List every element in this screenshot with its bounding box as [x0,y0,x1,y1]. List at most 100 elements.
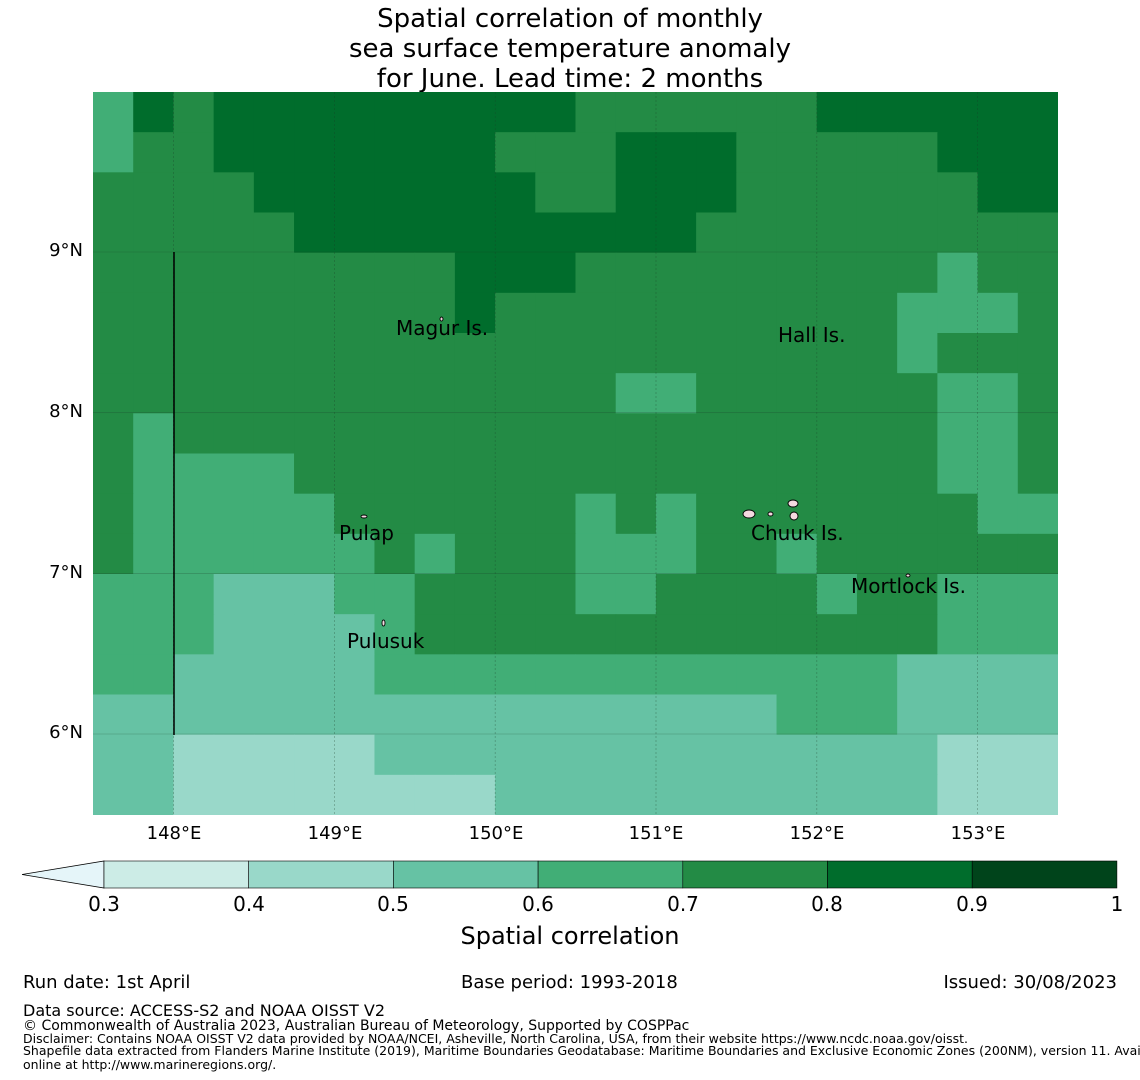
grid-cell [575,453,617,495]
grid-cell [253,92,295,133]
grid-cell [334,172,376,214]
grid-cell [133,132,175,173]
grid-cell [173,172,215,214]
grid-cell [897,212,938,254]
grid-cell [816,132,858,173]
grid-cell [615,654,657,696]
lat-label-7n: 7°N [49,562,83,583]
grid-cell [454,373,496,414]
grid-cell [414,172,456,214]
grid-cell [334,132,376,173]
grid-cell [696,734,737,776]
grid-cell [776,373,818,414]
grid-cell [897,132,938,173]
grid-cell [133,373,175,414]
colorbar-segment [248,860,394,889]
grid-cell [495,132,536,173]
grid-cell [93,774,134,815]
grid-cell [856,694,898,736]
grid-cell [414,734,456,776]
grid-cell [575,774,617,815]
grid-cell [1017,413,1058,455]
grid-cell [776,132,818,173]
grid-cell [535,413,577,455]
grid-cell [173,654,215,696]
grid-cell [495,574,536,615]
grid-cell [294,654,335,696]
chuuk-island-east [789,511,799,521]
grid-cell [937,533,979,575]
grid-cell [414,373,456,414]
grid-cell [856,92,898,133]
grid-cell [374,172,416,214]
grid-cell [575,614,617,655]
grid-cell [294,333,335,374]
grid-cell [655,493,697,535]
lon-label-149e: 149°E [307,823,363,844]
grid-cell [374,132,416,173]
place-label-pulap: Pulap [339,521,394,545]
grid-cell [173,413,215,455]
grid-cell [495,533,536,575]
grid-cell [696,614,737,655]
grid-cell [655,654,697,696]
grid-cell [374,373,416,414]
grid-cell [294,694,335,736]
grid-cell [655,453,697,495]
grid-cell [294,574,335,615]
title-line-2: sea surface temperature anomaly [349,34,791,64]
grid-cell [495,373,536,414]
grid-cell [213,694,255,736]
grid-cell [253,734,295,776]
grid-cell [173,212,215,254]
colorbar-tick-3: 0.6 [522,892,554,916]
grid-cell [535,92,577,133]
grid-cell [776,333,818,374]
grid-cell [1017,654,1058,696]
title-line-1: Spatial correlation of monthly [377,4,763,34]
copyright: © Commonwealth of Australia 2023, Austra… [23,1018,690,1034]
grid-cell [173,92,215,133]
grid-cell [816,574,858,615]
grid-cell [334,413,376,455]
grid-cell [977,132,1019,173]
grid-cell [977,774,1019,815]
grid-cell [334,373,376,414]
grid-cell [454,132,496,173]
colorbar-tick-2: 0.5 [377,892,409,916]
grid-cell [655,132,697,173]
grid-cell [736,413,778,455]
grid-cell [374,493,416,535]
grid-cell [615,373,657,414]
grid-cell [495,453,536,495]
grid-cell [253,333,295,374]
grid-cell [937,774,979,815]
grid-cell [816,614,858,655]
grid-cell [816,292,858,334]
grid-cell [816,252,858,294]
grid-cell [897,252,938,294]
grid-cell [93,654,134,696]
grid-cell [696,292,737,334]
grid-cell [213,172,255,214]
grid-cell [575,132,617,173]
grid-cell [977,734,1019,776]
grid-cell [736,212,778,254]
grid-cell [575,493,617,535]
grid-cell [294,614,335,655]
grid-cell [897,614,938,655]
grid-cell [294,132,335,173]
colorbar-segment [682,860,828,889]
run-date: Run date: 1st April [23,972,191,993]
grid-cell [897,292,938,334]
grid-cell [93,493,134,535]
grid-cell [776,694,818,736]
place-label-pulusuk: Pulusuk [347,629,425,653]
grid-cell [253,453,295,495]
grid-cell [374,734,416,776]
grid-cell [173,333,215,374]
grid-cell [253,413,295,455]
grid-cell [334,92,376,133]
grid-cell [495,734,536,776]
grid-cell [1017,373,1058,414]
